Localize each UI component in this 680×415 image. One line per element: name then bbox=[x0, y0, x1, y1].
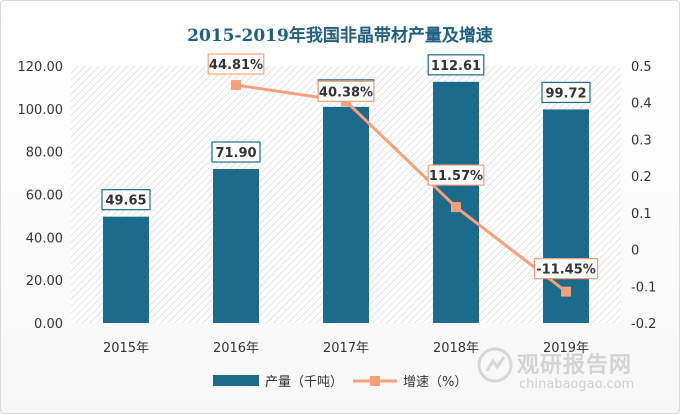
left-tick-label: 60.00 bbox=[26, 189, 63, 204]
bar-label-3: 112.61 bbox=[431, 59, 481, 74]
watermark-sub-text: chinabaogao.com bbox=[519, 377, 635, 392]
bar-label-4-box bbox=[541, 81, 591, 104]
right-tick-label: 0.3 bbox=[631, 133, 652, 148]
growth-label-2: 40.38% bbox=[319, 85, 373, 100]
x-tick-label: 2016年 bbox=[213, 341, 259, 356]
bar-label-3-box bbox=[427, 54, 485, 76]
right-tick-label: 0.2 bbox=[631, 170, 652, 185]
left-tick-label: 0.00 bbox=[34, 317, 63, 332]
bar-label-1-box bbox=[211, 141, 261, 163]
left-tick-label: 100.00 bbox=[18, 103, 64, 118]
watermark-main-text: 观研报告网 bbox=[517, 353, 633, 378]
right-tick-label: 0.4 bbox=[631, 97, 652, 112]
legend-swatch-bar bbox=[213, 375, 259, 386]
legend-label-line: 增速（%） bbox=[403, 375, 467, 390]
bar-label-0-box bbox=[101, 189, 151, 211]
right-tick-label: 0 bbox=[631, 244, 639, 259]
growth-label-1: 44.81% bbox=[209, 58, 263, 73]
x-tick-label: 2015年 bbox=[103, 341, 149, 356]
growth-marker-4 bbox=[561, 286, 571, 297]
left-tick-label: 80.00 bbox=[26, 146, 63, 161]
right-tick-label: -0.2 bbox=[631, 317, 656, 332]
x-tick-label: 2018年 bbox=[433, 341, 479, 356]
growth-label-4: -11.45% bbox=[536, 263, 596, 278]
growth-line bbox=[235, 83, 567, 293]
left-tick-label: 40.00 bbox=[26, 231, 63, 246]
growth-label-1-box bbox=[207, 53, 265, 75]
bar-label-4: 99.72 bbox=[545, 86, 586, 101]
growth-label-4-box bbox=[533, 258, 599, 280]
watermark-logo-icon bbox=[477, 347, 513, 383]
right-tick-label: -0.1 bbox=[631, 280, 656, 295]
growth-label-3: 11.57% bbox=[429, 169, 483, 184]
bar-label-1: 71.90 bbox=[215, 146, 256, 161]
growth-label-3-box bbox=[427, 164, 485, 186]
growth-marker-3 bbox=[451, 202, 461, 213]
bar-0 bbox=[103, 216, 149, 323]
right-tick-label: 0.5 bbox=[631, 60, 652, 75]
bar-1 bbox=[213, 169, 259, 323]
legend-swatch-marker bbox=[370, 376, 380, 386]
growth-label-2-box bbox=[317, 80, 375, 102]
left-tick-label: 20.00 bbox=[26, 274, 63, 289]
left-tick-label: 120.00 bbox=[18, 60, 64, 75]
legend-label-bar: 产量（千吨） bbox=[265, 375, 343, 390]
bar-label-0: 49.65 bbox=[105, 194, 146, 209]
x-tick-label: 2017年 bbox=[323, 341, 369, 356]
x-tick-label: 2019年 bbox=[543, 341, 589, 356]
growth-marker-1 bbox=[231, 80, 241, 91]
bar-2 bbox=[323, 106, 369, 323]
watermark: 观研报告网 chinabaogao.com bbox=[471, 345, 671, 401]
chart-title: 2015-2019年我国非晶带材产量及增速 bbox=[187, 26, 493, 46]
right-tick-label: 0.1 bbox=[631, 207, 652, 222]
